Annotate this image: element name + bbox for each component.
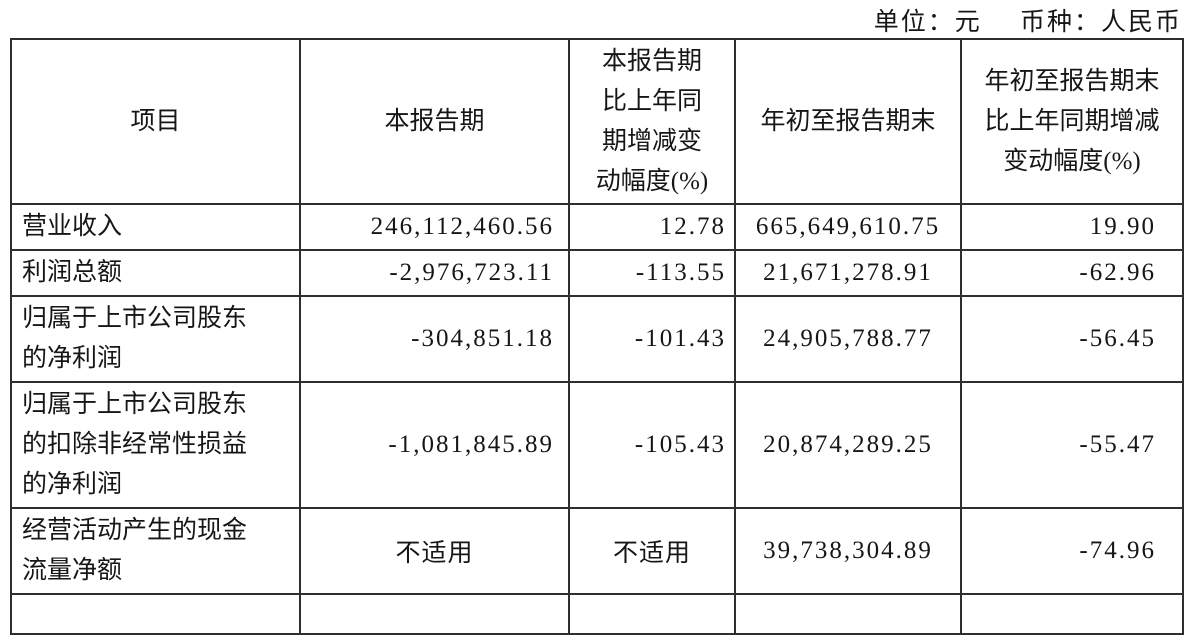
empty-cell	[10, 593, 301, 635]
col-header-line: 年初至报告期末	[984, 67, 1160, 95]
value-cell: -113.55	[568, 249, 736, 297]
unit-currency-note: 单位：元 币种：人民币	[874, 2, 1182, 38]
col-header-line: 动幅度(%)	[595, 167, 709, 195]
row-label-line: 流量净额	[22, 557, 123, 584]
value-cell: -1,081,845.89	[299, 381, 570, 509]
value-cell: 21,671,278.91	[734, 249, 962, 297]
value-cell: 24,905,788.77	[734, 295, 962, 383]
table-row: 利润总额 -2,976,723.11 -113.55 21,671,278.91 -62…	[10, 249, 1184, 297]
value-cell: -55.47	[960, 381, 1184, 509]
row-label-line: 归属于上市公司股东	[22, 305, 248, 332]
row-label-line: 归属于上市公司股东	[22, 391, 248, 418]
value-cell: -105.43	[568, 381, 736, 509]
table-row: 经营活动产生的现金 流量净额 不适用 不适用 39,738,304.89 -74.96	[10, 507, 1184, 595]
row-label-line: 的净利润	[22, 345, 123, 372]
value-cell: 20,874,289.25	[734, 381, 962, 509]
financial-summary-table: 项目 本报告期 本报告期 比上年同 期增减变 动幅度(%) 年初至报告期末 年初…	[10, 38, 1184, 635]
unit-label: 单位：元	[873, 9, 982, 36]
row-label-line: 利润总额	[22, 259, 123, 286]
value-cell: 不适用	[568, 507, 736, 595]
col-header-ytd-change-pct: 年初至报告期末 比上年同期增减 变动幅度(%)	[960, 38, 1184, 205]
row-label: 利润总额	[10, 249, 301, 297]
col-header-line: 本报告期	[384, 107, 485, 135]
value-cell: 246,112,460.56	[299, 203, 570, 251]
col-header-line: 比上年同	[601, 87, 702, 115]
row-label-line: 经营活动产生的现金	[22, 517, 248, 544]
table-row: 归属于上市公司股东 的扣除非经常性损益 的净利润 -1,081,845.89 -105.…	[10, 381, 1184, 509]
row-label: 归属于上市公司股东 的扣除非经常性损益 的净利润	[10, 381, 301, 509]
value-cell: 12.78	[568, 203, 736, 251]
col-header-period-change-pct: 本报告期 比上年同 期增减变 动幅度(%)	[568, 38, 736, 205]
table-row: 归属于上市公司股东 的净利润 -304,851.18 -101.43 24,905,78…	[10, 295, 1184, 383]
table-body: 营业收入 246,112,460.56 12.78 665,649,610.75 19.…	[10, 203, 1184, 635]
col-header-year-to-date: 年初至报告期末	[734, 38, 962, 205]
row-label: 经营活动产生的现金 流量净额	[10, 507, 301, 595]
col-header-line: 期增减变	[601, 127, 702, 155]
empty-cell	[734, 593, 962, 635]
row-label-line: 营业收入	[22, 213, 123, 240]
value-cell: -2,976,723.11	[299, 249, 570, 297]
col-header-line: 本报告期	[601, 47, 702, 75]
col-header-item: 项目	[10, 38, 301, 205]
col-header-line: 比上年同期增减	[984, 107, 1160, 135]
col-header-line: 变动幅度(%)	[1003, 147, 1141, 175]
col-header-current-period: 本报告期	[299, 38, 570, 205]
value-cell: 19.90	[960, 203, 1184, 251]
empty-cell	[299, 593, 570, 635]
empty-cell	[568, 593, 736, 635]
value-cell: -56.45	[960, 295, 1184, 383]
value-cell: -62.96	[960, 249, 1184, 297]
value-cell: 不适用	[299, 507, 570, 595]
value-cell: -304,851.18	[299, 295, 570, 383]
value-cell: -74.96	[960, 507, 1184, 595]
table-row: 营业收入 246,112,460.56 12.78 665,649,610.75 19.…	[10, 203, 1184, 251]
row-label: 归属于上市公司股东 的净利润	[10, 295, 301, 383]
value-cell: 665,649,610.75	[734, 203, 962, 251]
row-label: 营业收入	[10, 203, 301, 251]
col-header-line: 年初至报告期末	[760, 107, 936, 135]
table-row-partial	[10, 593, 1184, 635]
empty-cell	[960, 593, 1184, 635]
col-header-line: 项目	[130, 107, 181, 135]
header-row: 项目 本报告期 本报告期 比上年同 期增减变 动幅度(%) 年初至报告期末 年初…	[10, 38, 1184, 205]
currency-label: 币种：人民币	[1019, 9, 1182, 36]
value-cell: -101.43	[568, 295, 736, 383]
value-cell: 39,738,304.89	[734, 507, 962, 595]
row-label-line: 的扣除非经常性损益	[22, 431, 248, 458]
row-label-line: 的净利润	[22, 471, 123, 498]
